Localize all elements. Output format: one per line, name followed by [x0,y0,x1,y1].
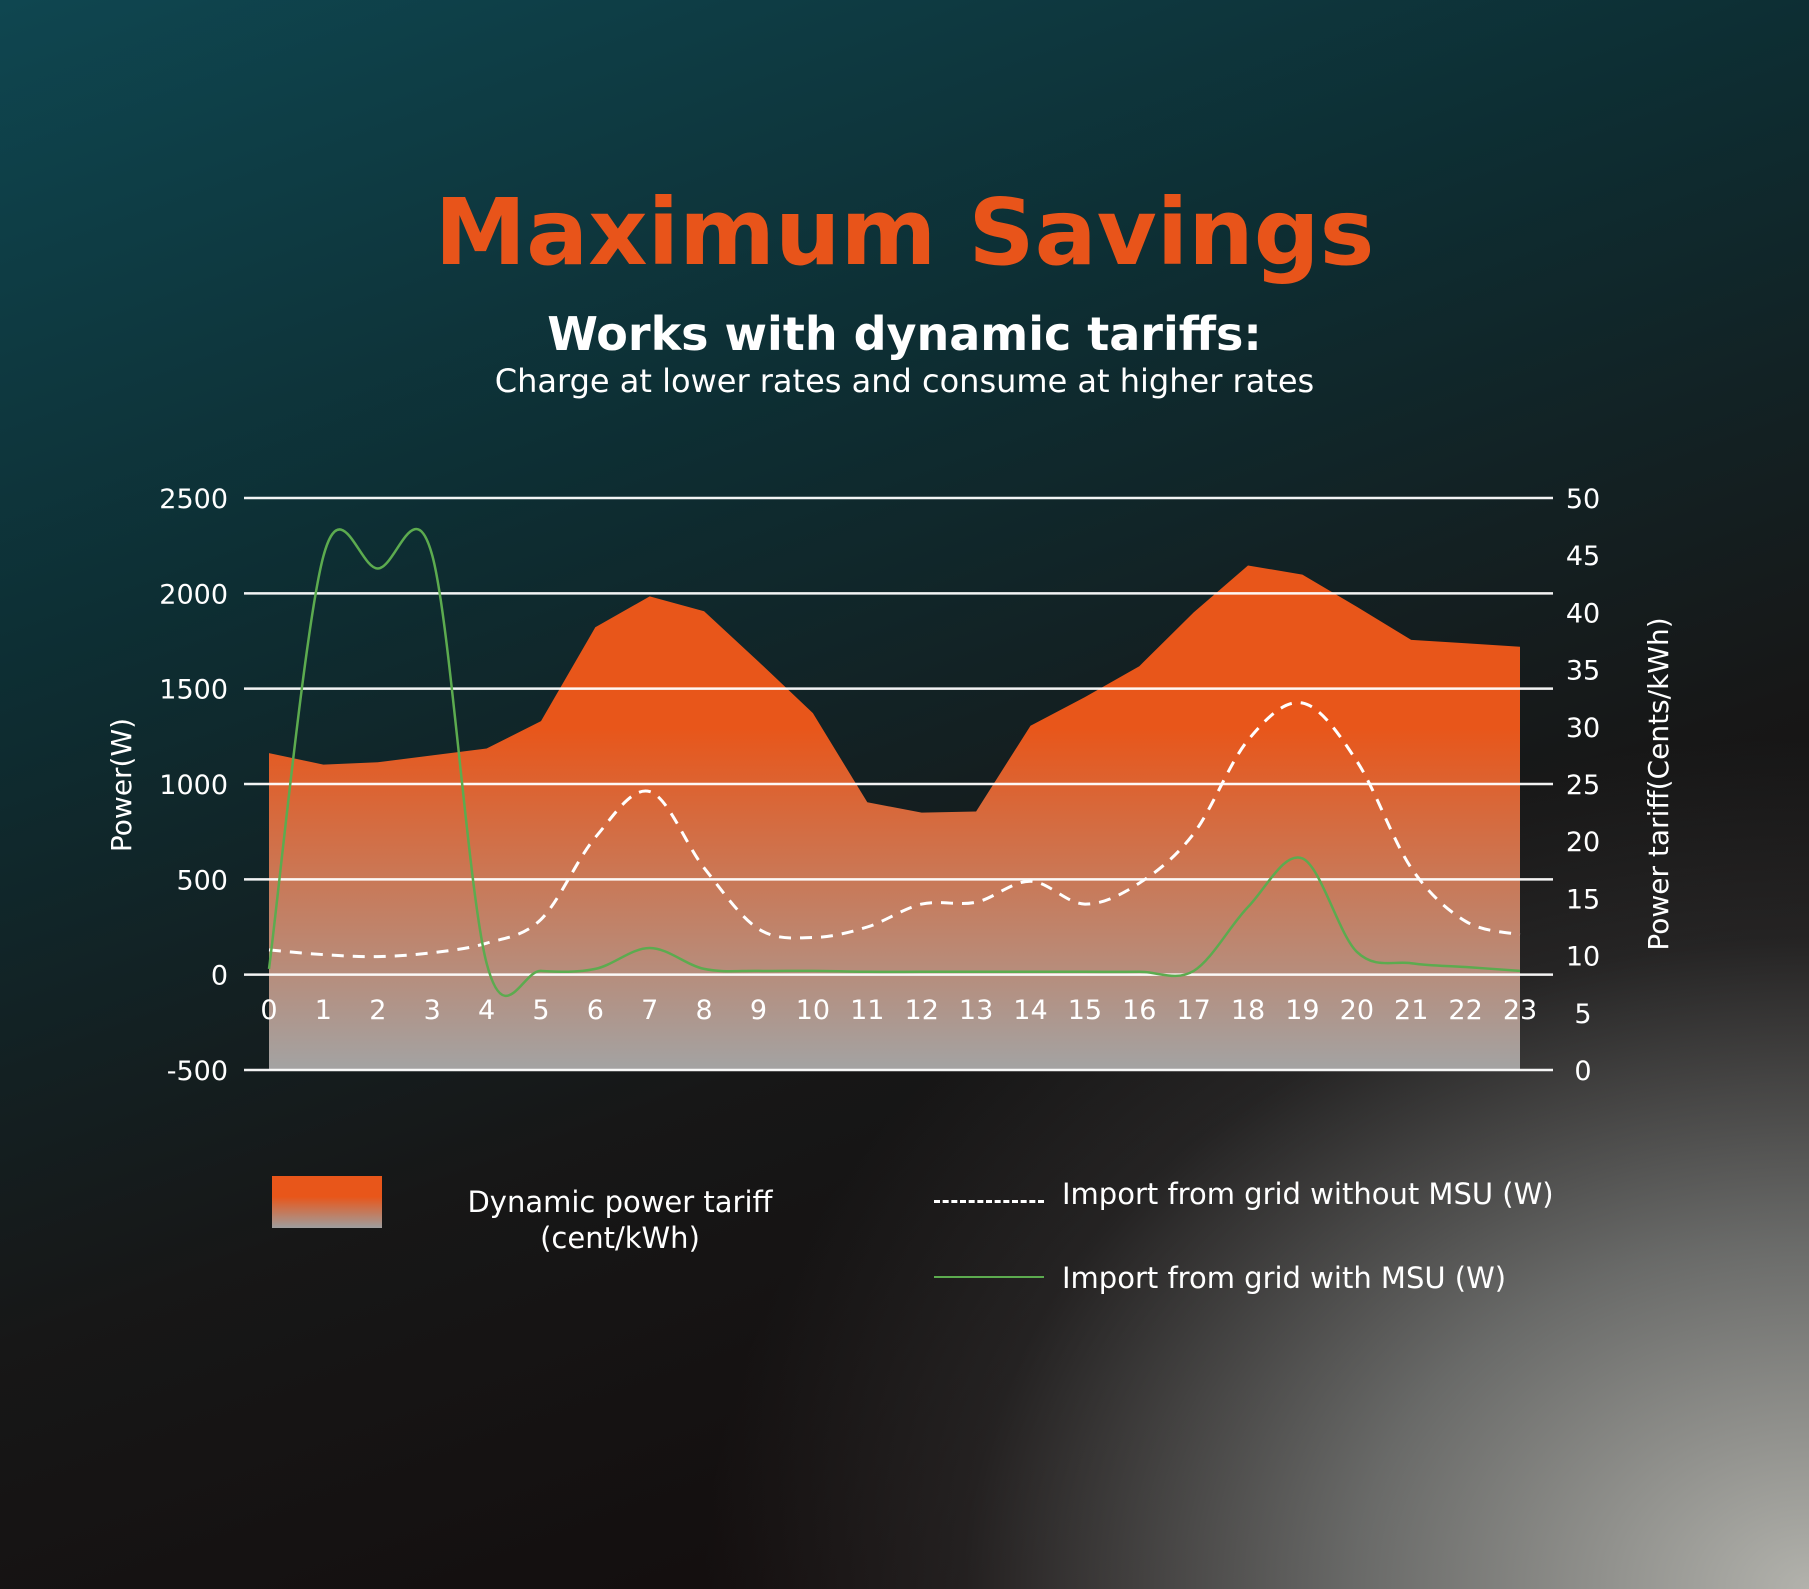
right-tick-label: 50 [1566,484,1600,515]
axis-labels: 25002000150010005000-5005045403530252015… [159,484,1600,1087]
x-tick-label: 6 [587,995,604,1026]
left-tick-label: 2500 [159,484,228,515]
legend-tariff-label-line2: (cent/kWh) [540,1221,700,1255]
legend-with-msu-label: Import from grid with MSU (W) [1062,1261,1507,1295]
x-tick-label: 5 [532,995,549,1026]
x-tick-label: 11 [850,995,884,1026]
legend-without-msu-line [934,1200,1044,1203]
left-tick-label: 1500 [159,675,228,706]
right-tick-label: 30 [1566,713,1600,744]
line-series-layer [267,527,1521,997]
right-tick-label: 15 [1566,884,1600,915]
left-tick-label: 1000 [159,770,228,801]
x-tick-label: 20 [1340,995,1374,1026]
x-tick-label: 18 [1231,995,1265,1026]
legend-without-msu-label: Import from grid without MSU (W) [1062,1177,1554,1211]
x-tick-label: 19 [1285,995,1319,1026]
right-tick-label: 40 [1566,598,1600,629]
right-axis-label: Power tariff(Cents/kWh) [1642,617,1675,950]
x-tick-label: 4 [478,995,495,1026]
left-tick-label: 2000 [159,579,228,610]
line-with-msu [267,527,1521,997]
x-tick-label: 9 [750,995,767,1026]
x-tick-label: 2 [369,995,386,1026]
legend-tariff-swatch [272,1176,382,1228]
legend-tariff-label-line1: Dynamic power tariff [467,1185,773,1219]
x-tick-label: 22 [1448,995,1482,1026]
right-tick-label: 45 [1566,541,1600,572]
tariff-area [269,565,1520,1070]
page-description: Charge at lower rates and consume at hig… [494,362,1315,400]
tariff-area-layer [269,565,1520,1070]
x-tick-label: 1 [315,995,332,1026]
right-tick-label: 5 [1574,999,1591,1030]
x-tick-label: 21 [1394,995,1428,1026]
left-tick-label: 500 [176,865,228,896]
left-tick-label: -500 [167,1056,228,1087]
right-tick-label: 35 [1566,656,1600,687]
page-title: Maximum Savings [434,179,1375,286]
x-tick-label: 10 [796,995,830,1026]
line-without-msu [268,701,1521,959]
legend-tariff-label: Dynamic power tariff (cent/kWh) [440,1184,800,1256]
left-axis-label: Power(W) [105,718,138,852]
x-tick-label: 16 [1122,995,1156,1026]
gridlines [244,496,1553,1072]
x-tick-label: 0 [260,995,277,1026]
left-tick-label: 0 [211,961,228,992]
x-tick-label: 8 [696,995,713,1026]
right-tick-label: 0 [1574,1056,1591,1087]
x-tick-label: 12 [905,995,939,1026]
x-tick-label: 14 [1013,995,1047,1026]
right-tick-label: 20 [1566,827,1600,858]
x-tick-label: 13 [959,995,993,1026]
x-tick-label: 17 [1176,995,1210,1026]
right-tick-label: 25 [1566,770,1600,801]
right-tick-label: 10 [1566,942,1600,973]
x-tick-label: 7 [641,995,658,1026]
x-tick-label: 23 [1503,995,1537,1026]
page-subtitle: Works with dynamic tariffs: [547,307,1262,361]
x-tick-label: 15 [1068,995,1102,1026]
x-tick-label: 3 [424,995,441,1026]
legend-with-msu-line [934,1276,1044,1278]
